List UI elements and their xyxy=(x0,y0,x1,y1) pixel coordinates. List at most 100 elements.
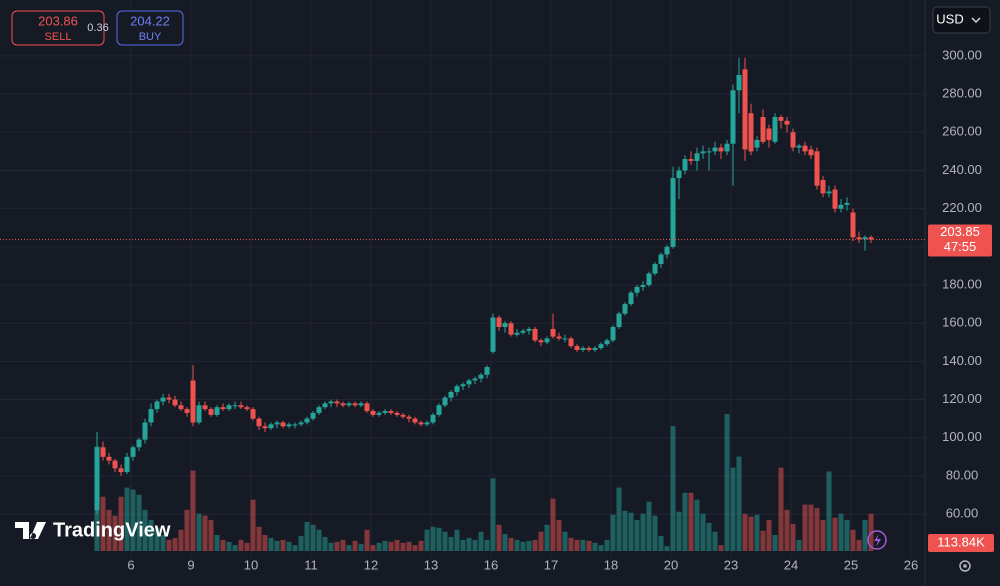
volume-bar xyxy=(742,513,748,551)
candle-body xyxy=(136,439,142,448)
candle-body xyxy=(538,340,544,343)
candle-body xyxy=(670,178,676,247)
candle-body xyxy=(856,237,862,240)
volume-bar xyxy=(394,539,400,551)
candle-body xyxy=(232,405,238,407)
candle-body xyxy=(802,145,808,152)
candle-body xyxy=(262,426,268,429)
volume-bar xyxy=(352,540,358,551)
volume-bar xyxy=(430,526,436,551)
y-tick-label: 100.00 xyxy=(942,429,982,444)
candle-body xyxy=(346,403,352,406)
candle-body xyxy=(274,422,280,425)
volume-bar xyxy=(208,519,214,551)
candle-body xyxy=(154,401,160,410)
volume-bar xyxy=(454,529,460,551)
volume-bar xyxy=(766,519,772,551)
y-tick-label: 180.00 xyxy=(942,276,982,291)
volume-bar xyxy=(166,539,172,551)
candle-body xyxy=(478,374,484,379)
currency-button[interactable] xyxy=(932,6,991,34)
volume-bar xyxy=(262,534,268,551)
candle-body xyxy=(250,409,256,419)
volume-bar xyxy=(862,519,868,551)
candle-body xyxy=(568,338,574,347)
volume-bar xyxy=(322,536,328,551)
volume-bar xyxy=(850,529,856,551)
candle-body xyxy=(796,145,802,148)
volume-bar xyxy=(412,545,418,551)
volume-bar xyxy=(148,519,154,551)
volume-bar xyxy=(814,507,820,551)
candle-body xyxy=(304,418,310,423)
volume-bar xyxy=(580,539,586,551)
volume-bar xyxy=(658,535,664,551)
volume-bar xyxy=(202,515,208,551)
chevron xyxy=(971,17,981,24)
volume-bar xyxy=(682,492,688,551)
candle-body xyxy=(826,191,832,194)
volume-bar xyxy=(328,542,334,551)
volume-bar xyxy=(538,531,544,551)
y-tick-label: 220.00 xyxy=(942,200,982,215)
volume-bar xyxy=(316,529,322,551)
candle-body xyxy=(718,147,724,152)
candle-body xyxy=(466,380,472,385)
candle-body xyxy=(268,424,274,429)
candle-body xyxy=(550,328,556,337)
logo-icon xyxy=(15,522,46,539)
volume-bar xyxy=(238,539,244,551)
volume-bar xyxy=(130,489,136,551)
candle-body xyxy=(712,147,718,152)
candle-body xyxy=(562,338,568,340)
volume-bar xyxy=(736,456,742,551)
volume-bar xyxy=(154,527,160,551)
candle-body xyxy=(214,407,220,415)
volume-bar xyxy=(718,545,724,551)
settings-button[interactable] xyxy=(959,560,971,572)
candle-body xyxy=(862,237,868,240)
sell-price: 203.86 xyxy=(38,13,78,28)
sell-button[interactable] xyxy=(11,10,105,46)
candle-body xyxy=(580,348,586,350)
volume-bar xyxy=(478,531,484,551)
volume-bar xyxy=(610,514,616,551)
candle-body xyxy=(334,401,340,404)
volume-bar xyxy=(232,545,238,551)
candle-body xyxy=(664,246,670,255)
volume-bar xyxy=(448,536,454,551)
candle-body xyxy=(430,414,436,423)
volume-bar xyxy=(142,509,148,551)
candle-body xyxy=(502,323,508,328)
candle-body xyxy=(748,113,754,152)
candle-body xyxy=(844,202,850,205)
candle-body xyxy=(424,422,430,425)
countdown-label: 47:55 xyxy=(944,239,977,254)
volume-bar xyxy=(646,501,652,551)
candle-body xyxy=(256,418,262,427)
x-tick-label: 11 xyxy=(304,557,318,572)
candle-body xyxy=(322,403,328,408)
volume-bar xyxy=(778,467,784,551)
buy-label: BUY xyxy=(139,31,162,43)
volume-bar xyxy=(790,523,796,551)
volume-bar xyxy=(382,540,388,551)
lightning-button[interactable] xyxy=(867,530,887,550)
buy-price: 204.22 xyxy=(130,13,170,28)
candle-body xyxy=(328,401,334,404)
buy-button[interactable] xyxy=(116,10,184,46)
candle-body xyxy=(370,411,376,415)
candle-body xyxy=(544,338,550,343)
candle-body xyxy=(484,367,490,375)
candle-body xyxy=(688,159,694,161)
volume-bar xyxy=(508,537,514,551)
volume-bar xyxy=(544,524,550,551)
candle-body xyxy=(388,411,394,413)
candle-body xyxy=(586,348,592,350)
candle-body xyxy=(184,409,190,413)
volume-bar xyxy=(190,470,196,551)
volume-bar xyxy=(298,535,304,551)
